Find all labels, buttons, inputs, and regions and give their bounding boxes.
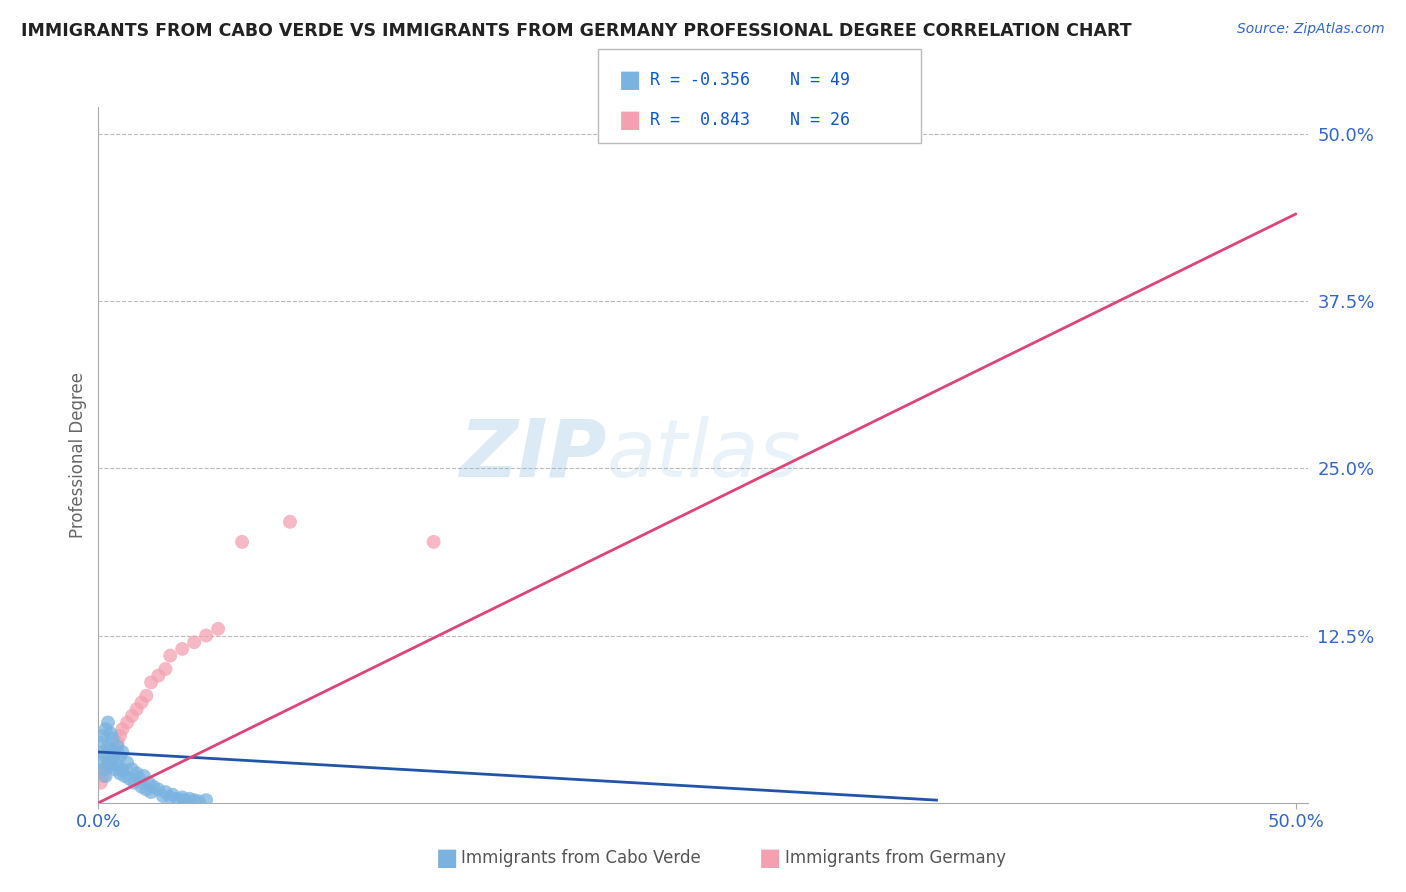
Point <box>124 776 146 790</box>
Point <box>108 766 131 780</box>
Point <box>94 762 117 776</box>
Point <box>97 715 120 730</box>
Point <box>91 762 114 776</box>
Point <box>100 742 122 756</box>
Point <box>278 515 301 529</box>
Point <box>104 745 127 759</box>
Point <box>183 793 205 807</box>
Point <box>94 749 117 764</box>
Point <box>90 756 112 770</box>
Point <box>107 739 129 754</box>
Point <box>101 751 124 765</box>
Point <box>195 793 218 807</box>
Point <box>183 635 205 649</box>
Point <box>131 696 153 710</box>
Point <box>94 769 117 783</box>
Text: ■: ■ <box>436 847 458 870</box>
Text: atlas: atlas <box>606 416 801 494</box>
Point <box>108 749 131 764</box>
Point <box>152 789 174 804</box>
Point <box>104 762 127 776</box>
Point <box>172 642 194 657</box>
Point <box>155 662 177 676</box>
Point <box>104 742 127 756</box>
Point <box>139 785 162 799</box>
Point <box>97 739 120 754</box>
Point <box>100 726 122 740</box>
Text: R = -0.356    N = 49: R = -0.356 N = 49 <box>650 71 849 89</box>
Point <box>155 785 177 799</box>
Text: ■: ■ <box>619 69 641 92</box>
Point <box>100 758 122 772</box>
Point <box>118 772 141 786</box>
Point <box>231 534 253 549</box>
Point <box>107 758 129 772</box>
Point <box>142 780 165 794</box>
Point <box>172 790 194 805</box>
Point <box>94 723 117 737</box>
Point <box>97 756 120 770</box>
Text: IMMIGRANTS FROM CABO VERDE VS IMMIGRANTS FROM GERMANY PROFESSIONAL DEGREE CORREL: IMMIGRANTS FROM CABO VERDE VS IMMIGRANTS… <box>21 22 1132 40</box>
Point <box>139 675 162 690</box>
Point <box>207 622 229 636</box>
Point <box>135 689 157 703</box>
Point <box>121 762 143 776</box>
Point <box>114 769 136 783</box>
Y-axis label: Professional Degree: Professional Degree <box>69 372 87 538</box>
Point <box>90 776 112 790</box>
Point <box>91 729 114 743</box>
Point <box>91 769 114 783</box>
Point <box>135 782 157 797</box>
Point <box>195 628 218 642</box>
Point <box>111 762 134 776</box>
Point <box>422 534 444 549</box>
Text: ZIP: ZIP <box>458 416 606 494</box>
Point <box>125 766 148 780</box>
Point <box>107 735 129 749</box>
Point <box>162 788 184 802</box>
Point <box>166 792 188 806</box>
Point <box>111 723 134 737</box>
Point <box>179 792 201 806</box>
Point <box>159 648 181 663</box>
Point <box>90 735 112 749</box>
Point <box>100 756 122 770</box>
Text: R =  0.843    N = 26: R = 0.843 N = 26 <box>650 112 849 129</box>
Point <box>148 669 170 683</box>
Point <box>159 790 181 805</box>
Point <box>111 745 134 759</box>
Point <box>101 749 124 764</box>
Point <box>97 758 120 772</box>
Point <box>131 780 153 794</box>
Point <box>115 756 138 770</box>
Point <box>121 708 143 723</box>
Text: ■: ■ <box>759 847 782 870</box>
Point <box>132 769 155 783</box>
Point <box>128 772 150 786</box>
Point <box>115 715 138 730</box>
Text: Source: ZipAtlas.com: Source: ZipAtlas.com <box>1237 22 1385 37</box>
Point <box>91 745 114 759</box>
Point <box>125 702 148 716</box>
Text: Immigrants from Cabo Verde: Immigrants from Cabo Verde <box>461 849 702 867</box>
Point <box>101 731 124 746</box>
Point <box>188 795 211 809</box>
Point <box>138 776 160 790</box>
Text: ■: ■ <box>619 109 641 132</box>
Point <box>148 782 170 797</box>
Point <box>173 793 195 807</box>
Text: Immigrants from Germany: Immigrants from Germany <box>785 849 1005 867</box>
Point <box>108 729 131 743</box>
